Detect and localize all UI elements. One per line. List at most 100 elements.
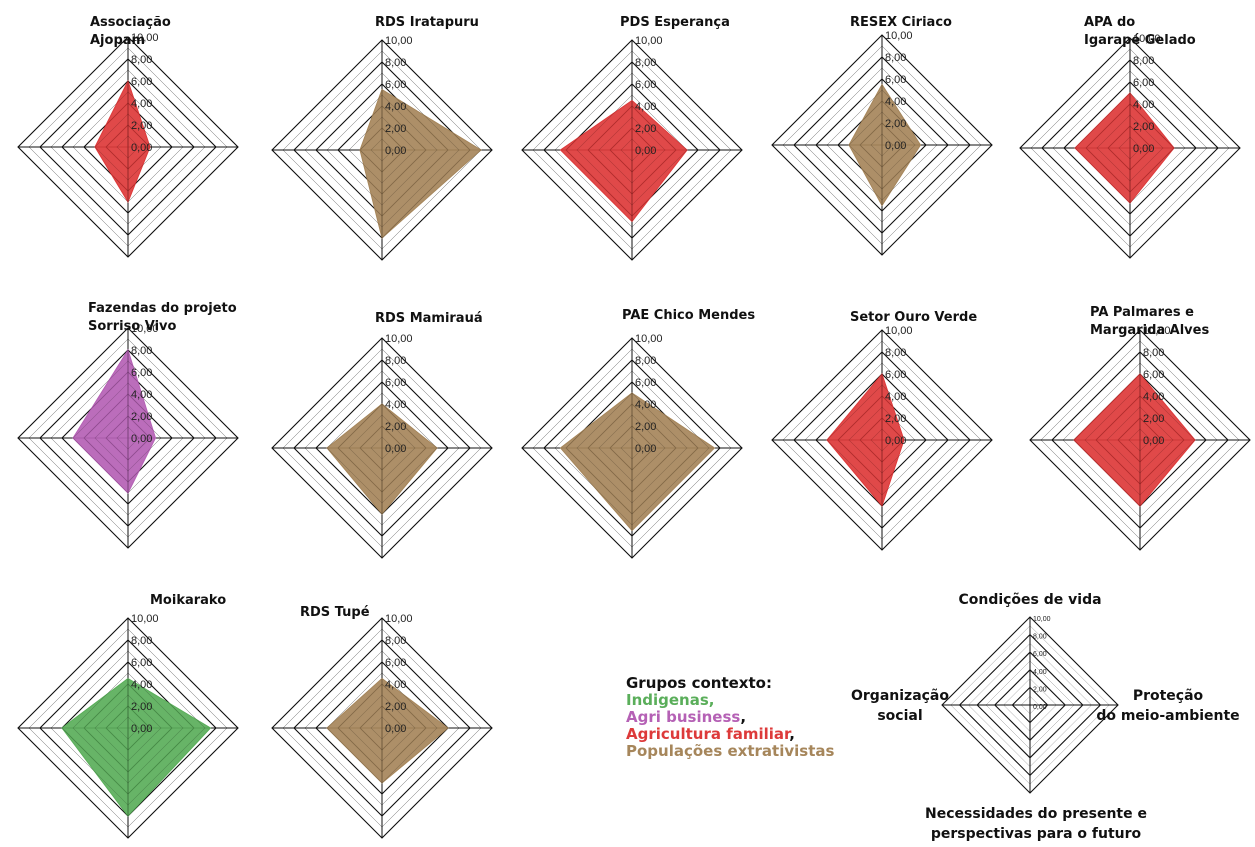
chart-title: PDS Esperança — [620, 15, 730, 30]
grid-ring-overlay — [39, 58, 217, 236]
grid-ring-overlay — [554, 72, 710, 228]
grid-ring-overlay — [804, 362, 960, 518]
grid-ring-overlay — [815, 373, 949, 507]
tick-label: 4,00 — [385, 679, 406, 691]
legend-label-agri: Agri business — [626, 708, 741, 726]
grid-ring-overlay — [39, 639, 217, 817]
tick-label: 8,00 — [1143, 347, 1164, 359]
grid-ring-overlay — [94, 113, 162, 181]
tick-label: 6,00 — [385, 657, 406, 669]
grid-ring-overlay — [116, 716, 140, 740]
grid-ring-overlay — [771, 34, 993, 256]
chart-title: Margarida Alves — [1090, 323, 1209, 338]
radar-chart-9: 10,00 8,00 6,00 4,00 2,00 0,00 PA Palmares e Ma… — [1029, 305, 1251, 551]
radar-area — [326, 403, 438, 515]
grid-ring-overlay — [826, 89, 938, 201]
tick-label: 10,00 — [1133, 33, 1161, 45]
grid-ring-overlay — [83, 393, 173, 483]
radar-chart-1: 10,00 8,00 6,00 4,00 2,00 0,00 RDS Iratapuru — [271, 15, 493, 261]
legend: Grupos contexto: Indigenas, Agri busines… — [626, 675, 834, 760]
legend-label-indigenas: Indigenas, — [626, 691, 715, 709]
grid-ring-overlay — [359, 127, 405, 173]
grid-ring-overlay — [1128, 428, 1152, 452]
tick-label: 8,00 — [131, 635, 152, 647]
tick-label: 8,00 — [385, 355, 406, 367]
tick-label: 2,00 — [385, 701, 406, 713]
grid-ring-overlay — [28, 338, 228, 538]
grid-ring-overlay — [826, 384, 938, 496]
grid-ring-overlay — [72, 382, 184, 494]
grid-ring-overlay — [1062, 362, 1218, 518]
radar-area — [1073, 373, 1196, 507]
tick-label: 0,00 — [131, 723, 152, 735]
tick-label: 10,00 — [885, 30, 913, 42]
grid-ring-overlay — [326, 392, 438, 504]
grid-ring-overlay — [271, 617, 493, 839]
tick-label: 8,00 — [385, 57, 406, 69]
grid-ring-overlay — [315, 83, 449, 217]
tick-label: 10,00 — [635, 35, 663, 47]
grid-ring-overlay — [50, 69, 206, 225]
grid-ring-overlay — [598, 116, 666, 184]
grid-ring-overlay — [554, 370, 710, 526]
tick-label: 4,00 — [635, 399, 656, 411]
grid-ring-overlay — [1085, 103, 1175, 193]
grid-ring-overlay — [271, 39, 493, 261]
tick-label: 6,00 — [131, 367, 152, 379]
key-axis-label: do meio-ambiente — [1096, 708, 1239, 724]
grid-ring-overlay — [359, 425, 405, 471]
tick-label: 10,00 — [385, 333, 413, 345]
radar-chart-key: 10,00 8,00 6,00 4,00 2,00 0,00 — [941, 616, 1119, 794]
grid-ring-overlay — [620, 436, 644, 460]
grid-ring-overlay — [326, 672, 438, 784]
chart-title: Moikarako — [150, 593, 226, 608]
chart-title: Ajopam — [90, 33, 145, 48]
radar-chart-3: 10,00 8,00 6,00 4,00 2,00 0,00 RESEX Ciriaco — [771, 15, 993, 256]
grid-ring-overlay — [532, 348, 732, 548]
grid-ring-overlay — [1052, 70, 1208, 226]
grid-ring-overlay — [587, 403, 677, 493]
grid-ring-overlay — [521, 39, 743, 261]
grid-ring-overlay — [370, 436, 394, 460]
grid-ring-overlay — [304, 72, 460, 228]
grid-ring-overlay — [282, 50, 482, 250]
grid-ring-overlay — [859, 417, 905, 463]
grid-ring-overlay — [359, 705, 405, 751]
grid-ring-overlay — [587, 105, 677, 195]
grid-ring-overlay — [83, 102, 173, 192]
key-axis-label: Organização — [851, 688, 949, 704]
grid-ring-overlay — [598, 414, 666, 482]
grid-ring-overlay — [348, 116, 416, 184]
grid-ring-overlay — [282, 628, 482, 828]
tick-label: 8,00 — [635, 355, 656, 367]
grid-ring-overlay — [771, 329, 993, 551]
grid-ring-overlay — [848, 111, 916, 179]
grid-ring-overlay — [1118, 136, 1142, 160]
radar-chart-6: 10,00 8,00 6,00 4,00 2,00 0,00 RDS Mamirauá — [271, 311, 493, 559]
tick-label: 2,00 — [131, 120, 152, 132]
grid-ring-overlay — [576, 392, 688, 504]
tick-label: 10,00 — [131, 613, 159, 625]
radar-area — [848, 83, 922, 207]
tick-label: 2,00 — [131, 411, 152, 423]
grid-ring-overlay — [1096, 114, 1164, 182]
grid-ring-overlay — [50, 650, 206, 806]
tick-label: 10,00 — [385, 35, 413, 47]
grid-ring-overlay — [83, 683, 173, 773]
legend-header: Grupos contexto: — [626, 674, 772, 692]
tick-label: 6,00 — [131, 76, 152, 88]
grid-ring-overlay — [1117, 417, 1163, 463]
grid-ring-overlay — [370, 716, 394, 740]
grid-ring-overlay — [620, 138, 644, 162]
chart-title: Sorriso Vivo — [88, 319, 177, 334]
tick-label: 6,00 — [635, 79, 656, 91]
tick-label: 8,00 — [1033, 634, 1047, 641]
grid-ring-overlay — [1030, 48, 1230, 248]
tick-label: 2,00 — [885, 118, 906, 130]
tick-label: 6,00 — [885, 74, 906, 86]
grid-ring-overlay — [282, 348, 482, 548]
grid-ring-overlay — [1019, 37, 1241, 259]
grid-ring-overlay — [793, 56, 971, 234]
chart-title: APA do — [1084, 15, 1135, 30]
